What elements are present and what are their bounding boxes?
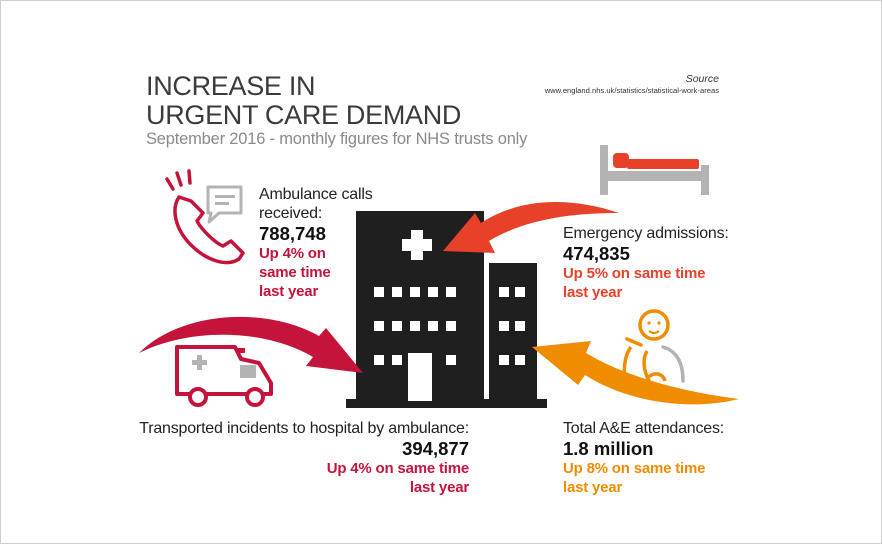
page-title: INCREASE IN URGENT CARE DEMAND (146, 72, 461, 130)
subtitle: September 2016 - monthly figures for NHS… (146, 130, 528, 148)
ambulance-calls-value: 788,748 (259, 223, 326, 244)
patient-icon (622, 309, 685, 389)
transported-incidents-change-2: last year (409, 479, 469, 496)
ae-attendances-stat: Total A&E attendances: 1.8 million Up 8%… (563, 419, 724, 497)
emergency-admissions-change-2: last year (563, 284, 623, 301)
title-line-2: URGENT CARE DEMAND (146, 100, 462, 130)
transported-incidents-value: 394,877 (402, 438, 469, 459)
hospital-building-icon (346, 211, 547, 408)
emergency-admissions-value: 474,835 (563, 243, 630, 264)
source-label: Source (685, 73, 719, 85)
hospital-bed-icon (600, 145, 709, 195)
emergency-admissions-change-1: Up 5% on same time (563, 265, 706, 282)
phone-icon (165, 169, 245, 265)
ae-attendances-change-1: Up 8% on same time (563, 460, 706, 477)
speech-bubble-icon (206, 185, 243, 224)
ambulance-calls-change-3: last year (259, 283, 319, 300)
source-url: www.england.nhs.uk/statistics/statistica… (544, 86, 719, 95)
arrow-icon (443, 202, 619, 253)
ambulance-calls-label-1: Ambulance calls (259, 186, 373, 203)
arrow-icon (139, 316, 363, 373)
ambulance-icon (175, 345, 273, 407)
emergency-admissions-label: Emergency admissions: (563, 225, 729, 242)
arrow-icon (532, 341, 739, 405)
ambulance-calls-stat: Ambulance calls received: 788,748 Up 4% … (259, 185, 373, 301)
transported-incidents-stat: Transported incidents to hospital by amb… (139, 419, 469, 497)
ambulance-calls-change-1: Up 4% on (259, 245, 326, 262)
transported-incidents-label: Transported incidents to hospital by amb… (139, 420, 469, 437)
ambulance-calls-label-2: received: (259, 205, 323, 222)
title-line-1: INCREASE IN (146, 71, 316, 101)
ae-attendances-label: Total A&E attendances: (563, 420, 725, 437)
ambulance-calls-change-2: same time (259, 264, 331, 281)
ae-attendances-change-2: last year (563, 479, 623, 496)
transported-incidents-change-1: Up 4% on same time (326, 460, 469, 477)
ae-attendances-value: 1.8 million (563, 438, 654, 459)
emergency-admissions-stat: Emergency admissions: 474,835 Up 5% on s… (563, 224, 729, 302)
